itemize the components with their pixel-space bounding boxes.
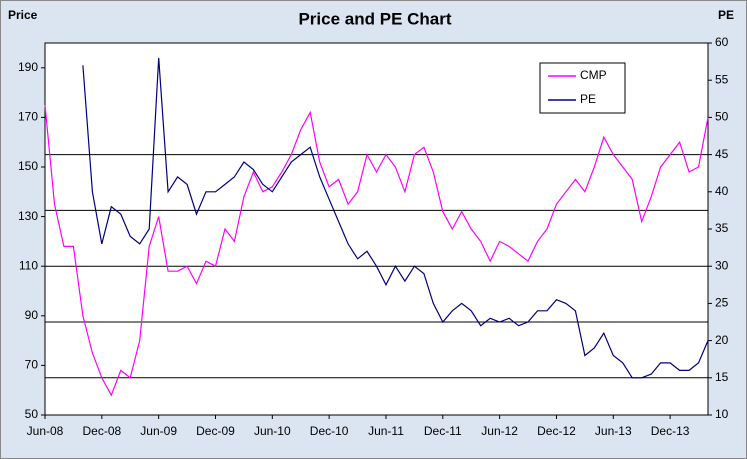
y-tick-label: 170 <box>18 110 38 124</box>
y-tick-label: 50 <box>25 407 39 421</box>
legend-label: CMP <box>580 68 607 82</box>
x-tick-label: Dec-11 <box>424 424 462 438</box>
series-line <box>44 104 709 397</box>
y2-tick-label: 35 <box>715 221 729 235</box>
x-tick-label: Jun-11 <box>368 424 404 438</box>
x-tick-label: Jun-10 <box>254 424 291 438</box>
x-tick-label: Dec-08 <box>82 424 121 438</box>
x-tick-label: Jun-12 <box>481 424 518 438</box>
legend-box <box>539 62 626 114</box>
y2-axis-title: PE <box>718 8 734 22</box>
y2-tick-label: 10 <box>715 407 729 421</box>
y2-tick-label: 55 <box>715 72 729 86</box>
y-tick-label: 70 <box>25 358 39 372</box>
x-tick-label: Dec-12 <box>537 424 576 438</box>
y-tick-label: 130 <box>18 209 38 223</box>
x-tick-label: Jun-08 <box>27 424 64 438</box>
x-tick-label: Jun-09 <box>140 424 177 438</box>
y2-tick-label: 20 <box>715 333 729 347</box>
y-tick-label: 110 <box>19 258 38 272</box>
y-tick-label: 190 <box>18 60 38 74</box>
y-axis-title: Price <box>8 8 38 22</box>
x-tick-label: Dec-13 <box>651 424 690 438</box>
y-tick-label: 90 <box>25 308 39 322</box>
x-tick-label: Jun-13 <box>595 424 632 438</box>
y2-tick-label: 30 <box>715 258 729 272</box>
legend-label: PE <box>580 92 596 106</box>
y2-tick-label: 25 <box>715 296 729 310</box>
y-tick-label: 150 <box>18 159 38 173</box>
y2-tick-label: 60 <box>715 35 729 49</box>
chart-title: Price and PE Chart <box>298 9 451 28</box>
series-line <box>82 57 709 379</box>
x-tick-label: Dec-09 <box>196 424 235 438</box>
y2-tick-label: 15 <box>715 370 729 384</box>
x-tick-label: Dec-10 <box>310 424 349 438</box>
y2-tick-label: 40 <box>715 184 729 198</box>
y2-tick-label: 50 <box>715 110 729 124</box>
y2-tick-label: 45 <box>715 147 729 161</box>
